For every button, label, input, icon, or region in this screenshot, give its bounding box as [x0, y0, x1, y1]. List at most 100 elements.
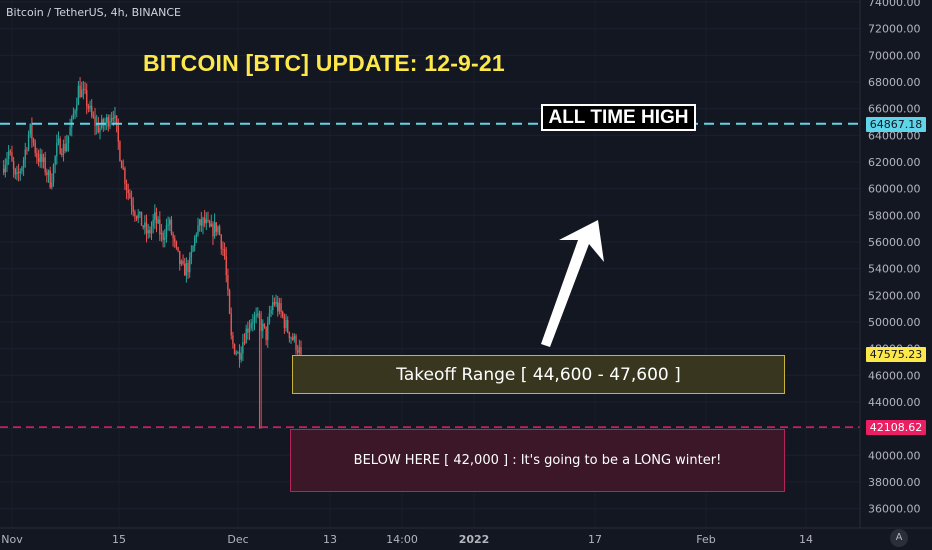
candle-body [41, 154, 43, 162]
y-tick-label: 70000.00 [868, 49, 921, 62]
y-tick-label: 52000.00 [868, 289, 921, 302]
candle-body [248, 327, 251, 333]
x-tick-label: 13 [323, 533, 337, 546]
candle-body [61, 153, 63, 156]
candle-body [62, 144, 65, 156]
candle-body [298, 346, 301, 353]
candle-body [205, 219, 208, 224]
candle-body [295, 335, 297, 351]
candle-body [91, 105, 93, 116]
candle-body [243, 342, 246, 344]
candle-body [164, 237, 166, 240]
candle-body [144, 222, 146, 228]
candle-body [242, 342, 244, 354]
price-axis[interactable]: 36000.0038000.0040000.0042000.0044000.00… [859, 0, 921, 528]
candle-body [278, 303, 281, 312]
candle-body [296, 350, 299, 353]
candle-body [6, 158, 8, 165]
candle-body [283, 316, 286, 328]
candle-body [72, 113, 75, 118]
candle-body [257, 313, 259, 316]
y-tick-label: 54000.00 [868, 263, 921, 276]
horizontal-lines [0, 122, 860, 428]
candle-body [86, 90, 88, 106]
candle-body [273, 302, 276, 305]
ath-price-tag: 64867.18 [866, 117, 926, 132]
candle-body [56, 142, 58, 157]
candle-body [119, 141, 121, 162]
candle-body [22, 159, 25, 168]
candle-body [102, 119, 105, 126]
candle-body [213, 222, 216, 237]
candle-body [197, 225, 199, 235]
candle-body [139, 211, 141, 215]
candle-body [37, 158, 40, 162]
candle-body [87, 105, 90, 109]
candle-body [9, 151, 12, 153]
candle-body [290, 337, 292, 339]
candle-body [107, 117, 110, 127]
candle-body [185, 262, 188, 276]
candle-body [253, 316, 256, 323]
candle-body [225, 256, 227, 276]
candle-body [160, 232, 163, 235]
y-tick-label: 62000.00 [868, 156, 921, 169]
candle-body [27, 134, 30, 150]
candle-body [130, 198, 133, 206]
x-tick-label: Nov [1, 533, 23, 546]
candle-body [260, 318, 262, 331]
candle-body [203, 217, 206, 224]
candle-body [66, 143, 68, 151]
candle-body [262, 323, 264, 331]
x-tick-label: 2022 [459, 533, 490, 546]
x-tick-label: 17 [588, 533, 602, 546]
candle-body [159, 219, 161, 235]
candle-body [172, 233, 174, 239]
candle-body [147, 230, 149, 234]
candle-body [180, 260, 183, 265]
candle-body [285, 320, 287, 328]
candle-body [175, 241, 178, 247]
candle-body [32, 139, 35, 143]
candle-body [268, 313, 271, 323]
candle-body [26, 149, 28, 151]
candle-body [21, 167, 23, 172]
up-arrow-icon [541, 220, 604, 347]
candle-body [51, 182, 53, 188]
candlestick-series [2, 77, 302, 429]
candle-body [71, 117, 73, 128]
candle-body [190, 251, 193, 258]
candle-body [270, 310, 272, 314]
candle-body [16, 172, 18, 175]
candle-body [109, 121, 111, 127]
candle-body [263, 323, 266, 327]
candle-body [212, 223, 214, 237]
y-tick-label: 58000.00 [868, 209, 921, 222]
candle-body [300, 346, 302, 355]
candle-body [92, 115, 95, 118]
candle-body [228, 290, 231, 314]
time-axis[interactable]: Nov 15 Dec 13 14:00 2022 17 Feb 14 [0, 527, 932, 546]
candle-body [240, 353, 242, 360]
candle-body [169, 219, 171, 225]
candle-body [54, 156, 56, 165]
candle-body [182, 260, 184, 264]
candle-body [24, 149, 26, 160]
candle-body [230, 313, 232, 336]
x-tick-label: 15 [112, 533, 126, 546]
candle-body [137, 214, 139, 219]
current-price-tag: 47575.23 [866, 347, 926, 362]
tradingview-logo-icon[interactable]: A [890, 529, 908, 547]
candle-body [74, 110, 76, 114]
chart-grid [0, 1, 860, 510]
y-tick-label: 50000.00 [868, 316, 921, 329]
candle-body [114, 115, 116, 119]
candle-body [127, 189, 129, 193]
candle-body [162, 232, 164, 240]
arrow-annotation [541, 220, 604, 347]
candle-body [117, 125, 119, 142]
candle-body [52, 164, 55, 183]
candle-body [36, 152, 38, 159]
candle-body [223, 249, 226, 257]
